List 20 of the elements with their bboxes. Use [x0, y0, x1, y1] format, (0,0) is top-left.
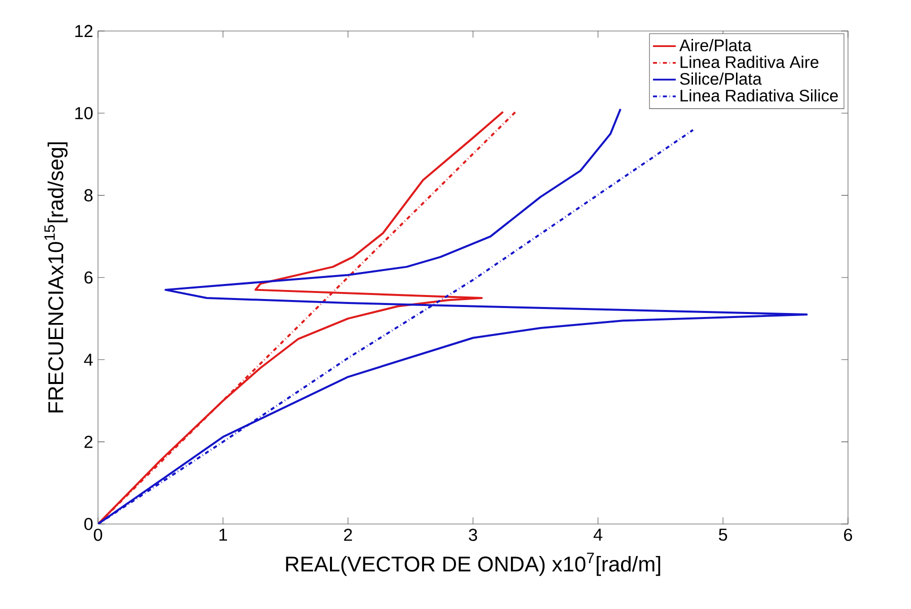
legend-label: Linea Radiativa Silice: [680, 89, 838, 102]
legend-label: Silice/Plata: [680, 72, 762, 85]
x-tick-label: 6: [844, 528, 852, 541]
y-tick-label: 6: [84, 271, 93, 284]
legend-label: Linea Raditiva Aire: [680, 56, 818, 68]
x-tick-label: 0: [94, 528, 102, 541]
y-tick-label: 10: [75, 107, 93, 120]
legend-label: Aire/Plata: [679, 39, 752, 52]
x-tick-label: 1: [220, 528, 227, 541]
x-tick-label: 5: [718, 528, 728, 541]
y-tick-label: 12: [75, 24, 92, 38]
y-tick-label: 2: [84, 436, 92, 448]
y-tick-label: 4: [84, 354, 93, 366]
y-axis-title: FRECUENCIAx10$^{15}$[rad/seg]: [44, 142, 68, 412]
y-tick-label: 8: [84, 189, 93, 202]
x-tick-label: 4: [594, 528, 602, 541]
x-axis-title: REAL(VECTOR DE ONDA) x10$^{7}$[rad/m]: [286, 552, 660, 576]
x-tick-label: 3: [468, 528, 478, 541]
x-tick-label: 2: [344, 528, 352, 541]
y-tick-label: 0: [84, 518, 93, 530]
